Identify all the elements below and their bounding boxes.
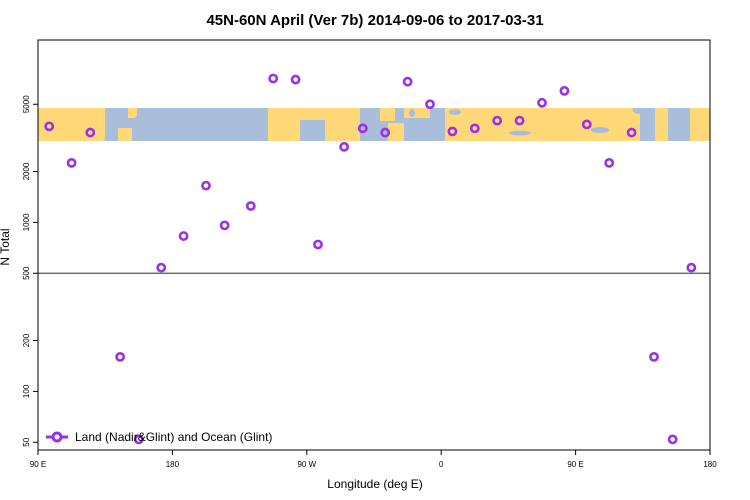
ocean-inlet: [591, 127, 609, 133]
land-segment: [325, 108, 360, 141]
ocean-inlet: [509, 130, 531, 136]
data-points: [44, 73, 697, 445]
data-point: [380, 127, 391, 138]
land-segment: [690, 108, 710, 141]
data-point: [649, 351, 659, 362]
data-point: [219, 220, 230, 231]
ocean-inlet: [156, 121, 164, 127]
y-axis-label: N Total: [0, 228, 12, 265]
land-segment: [118, 128, 132, 141]
data-point: [357, 123, 368, 134]
y-tick-label: 2000: [22, 162, 31, 180]
data-point: [686, 262, 697, 273]
land-segment: [404, 108, 430, 118]
chart-title: 45N-60N April (Ver 7b) 2014-09-06 to 201…: [206, 12, 543, 29]
x-tick-label: 180: [703, 460, 717, 469]
data-point: [581, 119, 592, 130]
land-segment: [655, 108, 668, 141]
map-band: [38, 108, 710, 141]
x-tick-label: 90 E: [30, 460, 46, 469]
x-tick-label: 0: [439, 460, 444, 469]
data-point: [559, 85, 570, 96]
data-point: [402, 76, 413, 87]
data-point: [492, 115, 503, 126]
data-point: [537, 97, 547, 108]
data-point: [178, 231, 189, 241]
data-point: [604, 157, 615, 168]
x-tick-label: 180: [166, 460, 180, 469]
data-point: [469, 123, 480, 134]
land-segment: [38, 108, 105, 141]
data-point: [447, 126, 458, 137]
data-point: [626, 127, 637, 138]
data-point: [85, 127, 96, 138]
land-segment: [128, 108, 137, 118]
legend-marker: [51, 431, 63, 443]
legend: Land (Nadir&Glint) and Ocean (Glint): [46, 430, 272, 444]
plot-frame: [37, 39, 711, 451]
data-point: [268, 73, 279, 84]
data-point: [290, 74, 301, 85]
y-tick-label: 50: [22, 437, 31, 446]
data-point: [514, 115, 525, 126]
land-segment: [388, 123, 404, 141]
axes: 90 E 180 90 W 0 90 E 180 50 100 200 500 1000 2000 50…: [22, 39, 717, 469]
x-tick-label: 90 E: [567, 460, 583, 469]
y-tick-label: 100: [22, 384, 31, 398]
data-point: [133, 434, 144, 445]
ocean-inlet: [431, 121, 441, 131]
y-tick-label: 500: [22, 266, 31, 280]
land-segment: [268, 108, 300, 141]
data-point: [313, 239, 323, 250]
ocean-inlet: [409, 109, 415, 117]
data-point: [44, 121, 55, 132]
data-point: [425, 99, 435, 110]
data-point: [115, 351, 126, 362]
land-segment: [380, 108, 395, 121]
land-segment: [300, 108, 330, 120]
data-point: [66, 157, 77, 168]
ocean-inlet: [135, 115, 149, 121]
y-tick-label: 1000: [22, 213, 31, 231]
ocean-inlet: [449, 109, 461, 115]
data-point: [201, 180, 211, 191]
x-tick-label: 90 W: [297, 460, 316, 469]
y-tick-label: 5000: [22, 95, 31, 113]
data-point: [339, 141, 350, 152]
x-axis-label: Longitude (deg E): [327, 477, 422, 491]
data-point: [156, 262, 167, 273]
legend-label: Land (Nadir&Glint) and Ocean (Glint): [75, 430, 272, 444]
y-tick-label: 200: [22, 333, 31, 347]
data-point: [667, 434, 678, 445]
data-point: [245, 201, 256, 211]
ocean-inlet: [632, 108, 648, 114]
